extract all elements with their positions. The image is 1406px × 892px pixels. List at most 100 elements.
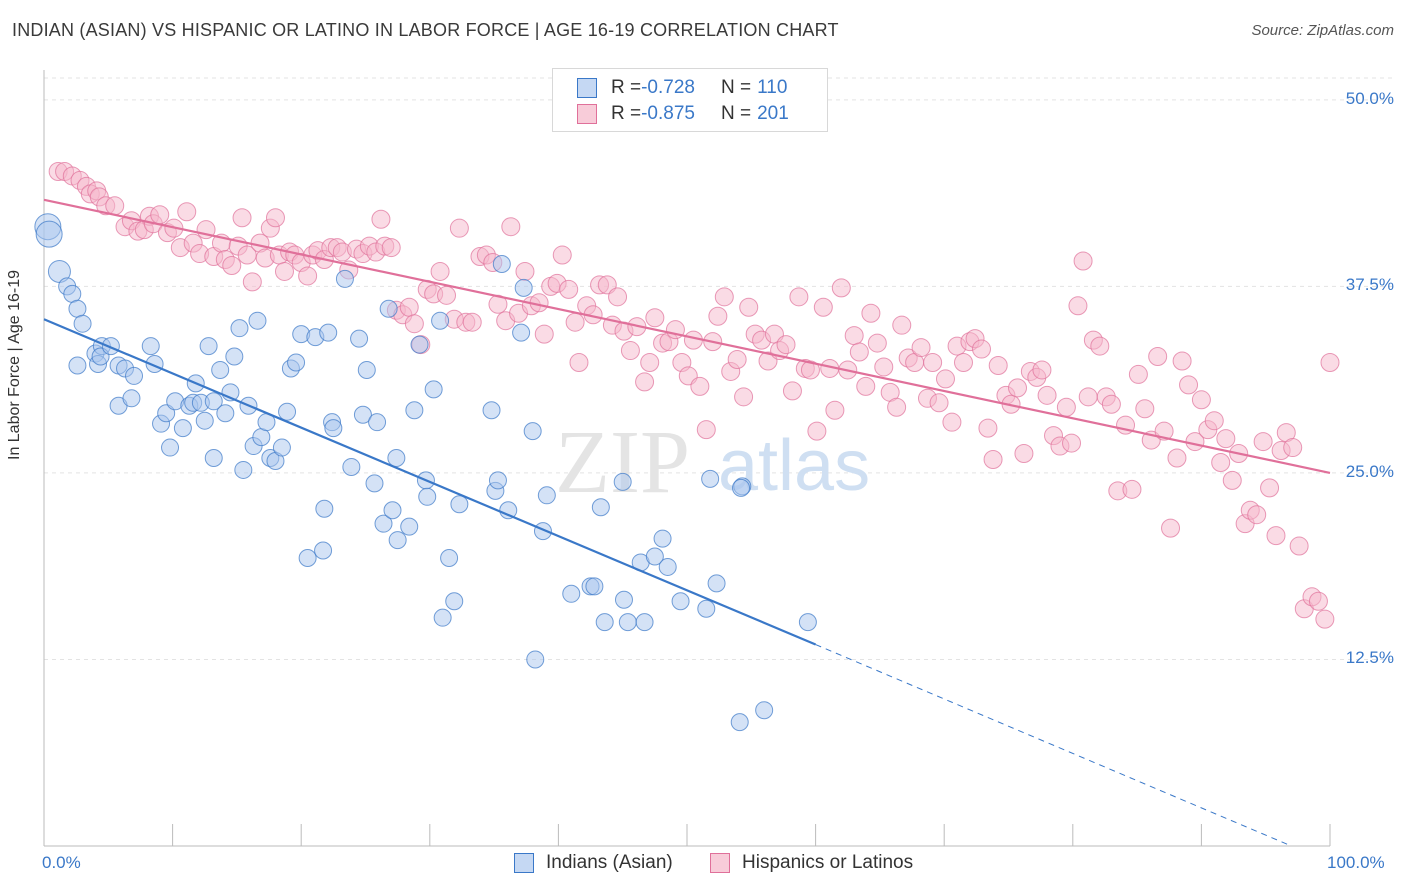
data-point bbox=[1315, 609, 1335, 629]
data-point bbox=[195, 411, 214, 430]
data-point bbox=[562, 584, 581, 603]
y-tick-label: 12.5% bbox=[1345, 648, 1394, 668]
data-point bbox=[1191, 390, 1211, 410]
data-point bbox=[613, 472, 632, 491]
data-point bbox=[1211, 452, 1231, 472]
data-point bbox=[216, 404, 235, 423]
data-point bbox=[68, 356, 87, 375]
series-hispanics bbox=[48, 161, 1340, 629]
data-point bbox=[387, 449, 406, 467]
data-point bbox=[63, 284, 82, 303]
data-point bbox=[68, 299, 87, 318]
watermark: ZIP atlas bbox=[555, 413, 870, 512]
data-point bbox=[776, 335, 796, 355]
bottom-legend-hispanics: Hispanics or Latinos bbox=[710, 852, 913, 874]
data-point bbox=[867, 333, 887, 353]
data-point bbox=[1078, 387, 1098, 407]
data-point bbox=[234, 460, 253, 479]
data-point bbox=[526, 650, 545, 669]
data-point bbox=[798, 613, 817, 632]
data-point bbox=[1062, 433, 1082, 453]
data-point bbox=[482, 401, 501, 420]
data-point bbox=[499, 501, 518, 520]
trendline-hispanics bbox=[43, 198, 1331, 474]
data-point bbox=[157, 404, 176, 423]
y-tick-label: 37.5% bbox=[1345, 275, 1394, 295]
data-point bbox=[1167, 448, 1187, 468]
data-point bbox=[324, 419, 343, 438]
series-indians bbox=[34, 213, 817, 732]
data-point bbox=[400, 517, 419, 536]
data-point bbox=[335, 269, 354, 288]
data-point bbox=[552, 245, 572, 265]
data-point bbox=[125, 366, 144, 385]
data-point bbox=[856, 376, 876, 396]
x-tick-label-min: 0.0% bbox=[42, 853, 81, 872]
data-point bbox=[1032, 360, 1052, 380]
data-point bbox=[368, 413, 387, 432]
data-point bbox=[701, 469, 720, 488]
data-point bbox=[831, 278, 851, 298]
data-point bbox=[1161, 518, 1181, 538]
data-point bbox=[1037, 385, 1057, 405]
data-point bbox=[1008, 378, 1028, 398]
data-point bbox=[1260, 478, 1280, 498]
data-point bbox=[608, 287, 628, 307]
data-point bbox=[844, 326, 864, 346]
data-point bbox=[274, 261, 294, 281]
trendline-indians-extrapolated bbox=[815, 644, 1292, 847]
data-point bbox=[225, 347, 244, 366]
data-point bbox=[371, 209, 391, 229]
data-point bbox=[381, 238, 401, 258]
data-point bbox=[595, 613, 614, 632]
legend-n-label: N = bbox=[720, 103, 752, 124]
data-point bbox=[559, 279, 579, 299]
data-point bbox=[1283, 438, 1303, 458]
data-point bbox=[935, 369, 955, 389]
data-point bbox=[565, 312, 585, 332]
data-point bbox=[782, 381, 802, 401]
x-tick-label-max: 100.0% bbox=[1327, 853, 1385, 872]
data-point bbox=[1101, 394, 1121, 414]
legend-n-label: N = bbox=[720, 77, 752, 98]
trendlines bbox=[43, 198, 1331, 847]
data-point bbox=[252, 428, 271, 447]
data-point bbox=[514, 278, 533, 297]
data-point bbox=[287, 353, 306, 372]
data-point bbox=[161, 438, 180, 457]
data-point bbox=[534, 324, 554, 344]
bottom-legend-label-hispanics: Hispanics or Latinos bbox=[742, 852, 914, 873]
data-point bbox=[357, 360, 376, 379]
data-point bbox=[272, 438, 291, 457]
data-point bbox=[501, 217, 521, 237]
bottom-swatch-pink bbox=[710, 853, 730, 873]
data-point bbox=[727, 350, 747, 370]
data-point bbox=[1128, 364, 1148, 384]
data-point bbox=[265, 208, 285, 228]
data-point bbox=[379, 299, 398, 318]
data-point bbox=[929, 393, 949, 413]
legend-swatch-blue bbox=[577, 78, 597, 98]
source-label: Source: ZipAtlas.com bbox=[1251, 22, 1394, 39]
data-point bbox=[230, 319, 249, 338]
data-point bbox=[1172, 351, 1192, 371]
data-point bbox=[353, 405, 372, 424]
data-point bbox=[734, 387, 754, 407]
data-point bbox=[440, 548, 459, 567]
data-point bbox=[887, 397, 907, 417]
legend-row-hispanics: R = -0.875 N = 201 bbox=[577, 103, 789, 125]
data-point bbox=[512, 323, 531, 342]
data-point bbox=[437, 285, 457, 305]
data-point bbox=[911, 338, 931, 358]
data-point bbox=[861, 303, 881, 323]
chart-title: INDIAN (ASIAN) VS HISPANIC OR LATINO IN … bbox=[12, 20, 839, 40]
data-point bbox=[122, 389, 141, 408]
data-point bbox=[739, 297, 759, 317]
data-point bbox=[635, 372, 655, 392]
data-point bbox=[1148, 347, 1168, 367]
data-point bbox=[199, 337, 218, 356]
legend-r-label: R = bbox=[611, 103, 642, 124]
y-tick-label: 50.0% bbox=[1345, 88, 1394, 108]
data-point bbox=[232, 208, 252, 228]
legend-n-value: 110 bbox=[757, 77, 788, 98]
